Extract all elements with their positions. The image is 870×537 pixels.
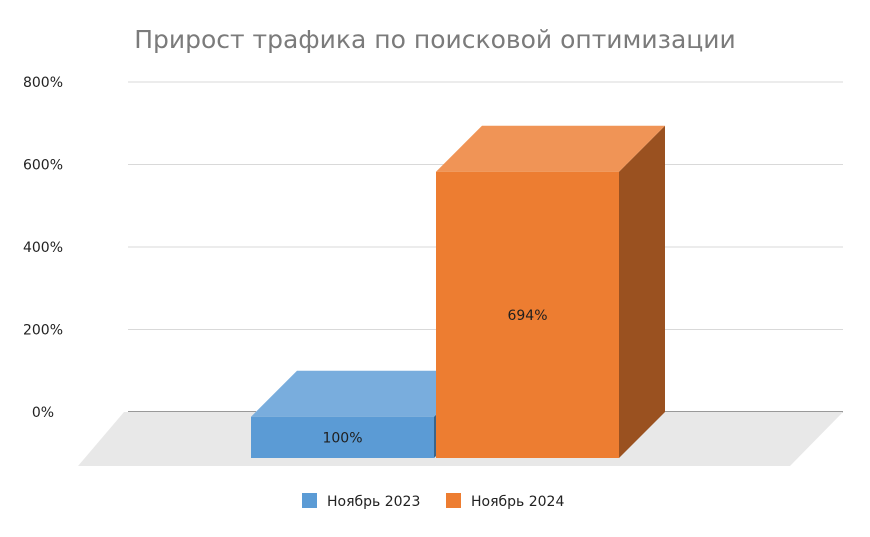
bar-front-face (251, 416, 434, 458)
bar-1 (251, 370, 480, 458)
legend-swatch (446, 493, 461, 508)
y-tick-label: 200% (23, 323, 63, 339)
y-tick-label: 800% (23, 75, 63, 91)
bars (251, 125, 665, 458)
chart-title: Прирост трафика по поисковой оптимизации (134, 25, 736, 54)
y-tick-label: 400% (23, 240, 63, 256)
y-tick-label: 600% (23, 158, 63, 174)
bar-top-face (436, 125, 665, 172)
bar-front-face (436, 171, 619, 458)
legend-label: Ноябрь 2023 (327, 494, 420, 510)
legend-label: Ноябрь 2024 (471, 494, 564, 510)
bar-top-face (251, 370, 480, 417)
legend: Ноябрь 2023 Ноябрь 2024 (302, 493, 564, 510)
y-axis: 0% 200% 400% 600% 800% (23, 75, 63, 421)
data-label: 694% (507, 308, 547, 324)
data-labels: 100% 694% (322, 308, 547, 447)
legend-swatch (302, 493, 317, 508)
bar-2 (436, 125, 665, 458)
y-tick-label: 0% (32, 405, 54, 421)
bar-side-face (619, 125, 665, 458)
data-label: 100% (322, 430, 362, 446)
